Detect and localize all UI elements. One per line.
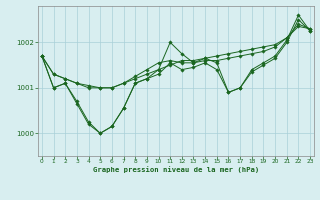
X-axis label: Graphe pression niveau de la mer (hPa): Graphe pression niveau de la mer (hPa) [93,167,259,173]
